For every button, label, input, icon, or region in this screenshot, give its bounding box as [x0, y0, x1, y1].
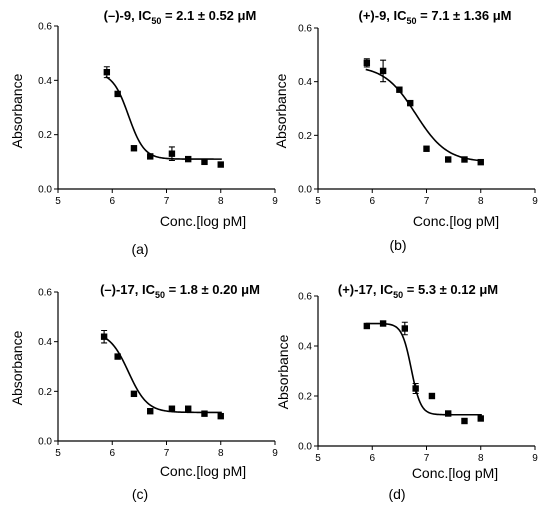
data-point — [412, 385, 419, 392]
data-point — [217, 161, 224, 168]
data-point — [379, 320, 387, 327]
data-point — [168, 150, 176, 157]
x-tick-label: 7 — [164, 448, 170, 459]
x-tick-label: 6 — [109, 196, 115, 207]
data-point — [185, 405, 192, 412]
y-tick-label: 0.0 — [298, 442, 312, 453]
data-point — [114, 353, 121, 360]
chart-title: (–)-17, IC50 = 1.8 ± 0.20 μM — [100, 282, 260, 300]
y-tick-label: 0.6 — [298, 292, 312, 303]
panel-label: (d) — [388, 486, 405, 502]
x-axis-label: Conc.[log pM] — [160, 213, 246, 229]
data-point — [147, 408, 154, 415]
data-point — [477, 158, 484, 166]
chart-panel-a: (–)-9, IC50 = 2.1 ± 0.52 μM Absorbance C… — [9, 8, 278, 257]
panel-label: (a) — [131, 241, 148, 257]
data-point — [428, 392, 436, 400]
y-tick-label: 0.4 — [38, 76, 52, 87]
chart-panel-b: (+)-9, IC50 = 7.1 ± 1.36 μM Absorbance C… — [273, 8, 538, 253]
data-point — [114, 90, 121, 98]
y-tick-label: 0.6 — [298, 24, 312, 35]
chart-panel-d: (+)-17, IC50 = 5.3 ± 0.12 μM Absorbance … — [275, 282, 538, 502]
x-axis-label: Conc.[log pM] — [413, 213, 499, 229]
y-tick-label: 0.4 — [298, 77, 312, 88]
data-point — [477, 415, 484, 422]
data-point — [401, 325, 408, 332]
x-tick-label: 9 — [532, 453, 538, 464]
y-tick-label: 0.4 — [298, 342, 312, 353]
panel-label: (c) — [132, 486, 148, 502]
data-point — [407, 99, 414, 107]
x-tick-label: 7 — [424, 453, 430, 464]
chart-title: (–)-9, IC50 = 2.1 ± 0.52 μM — [104, 8, 257, 26]
data-point — [147, 153, 154, 160]
data-point — [379, 67, 387, 75]
x-tick-label: 7 — [424, 196, 430, 207]
y-tick-label: 0.2 — [38, 387, 52, 398]
x-tick-label: 7 — [164, 196, 170, 207]
fit-curve — [365, 322, 482, 416]
data-point — [461, 417, 468, 425]
x-tick-label: 9 — [272, 196, 278, 207]
y-axis-label: Absorbance — [275, 334, 291, 409]
y-tick-label: 0.0 — [298, 185, 312, 196]
data-point — [168, 405, 176, 412]
y-axis-label: Absorbance — [273, 73, 289, 148]
y-tick-label: 0.2 — [298, 131, 312, 142]
x-tick-label: 6 — [369, 453, 375, 464]
chart-title: (+)-17, IC50 = 5.3 ± 0.12 μM — [338, 282, 498, 300]
data-point — [217, 412, 224, 420]
data-point — [201, 410, 208, 417]
x-tick-label: 9 — [532, 196, 538, 207]
data-point — [103, 68, 111, 76]
x-axis-label: Conc.[log pM] — [160, 463, 246, 479]
y-axis-label: Absorbance — [9, 330, 25, 405]
x-tick-label: 8 — [478, 196, 484, 207]
data-point — [185, 155, 192, 163]
y-tick-label: 0.0 — [38, 437, 52, 448]
panel-label: (b) — [389, 237, 406, 253]
x-tick-label: 5 — [315, 453, 321, 464]
data-point — [201, 158, 208, 166]
data-point — [130, 390, 138, 398]
data-point — [461, 156, 468, 163]
data-point — [100, 333, 108, 340]
data-point — [363, 322, 371, 330]
x-tick-label: 6 — [369, 196, 375, 207]
y-tick-label: 0.2 — [38, 130, 52, 141]
fit-curve — [105, 76, 222, 160]
y-tick-label: 0.2 — [298, 392, 312, 403]
data-point — [396, 86, 403, 93]
y-tick-label: 0.0 — [38, 185, 52, 196]
data-point — [423, 145, 430, 152]
x-tick-label: 8 — [478, 453, 484, 464]
y-tick-label: 0.6 — [38, 288, 52, 299]
y-axis-label: Absorbance — [9, 73, 25, 148]
x-tick-label: 6 — [109, 448, 115, 459]
x-tick-label: 5 — [315, 196, 321, 207]
x-tick-label: 5 — [55, 196, 61, 207]
chart-panel-c: (–)-17, IC50 = 1.8 ± 0.20 μM Absorbance … — [9, 282, 278, 502]
x-tick-label: 9 — [272, 448, 278, 459]
fit-curve — [102, 336, 222, 414]
chart-title: (+)-9, IC50 = 7.1 ± 1.36 μM — [358, 8, 511, 26]
data-point — [130, 145, 138, 152]
y-tick-label: 0.4 — [38, 337, 52, 348]
data-point — [363, 59, 371, 67]
x-tick-label: 8 — [218, 196, 224, 207]
x-axis-label: Conc.[log pM] — [412, 465, 498, 481]
data-point — [445, 410, 452, 417]
y-tick-label: 0.6 — [38, 22, 52, 33]
data-point — [445, 156, 452, 163]
x-tick-label: 5 — [55, 448, 61, 459]
x-tick-label: 8 — [218, 448, 224, 459]
